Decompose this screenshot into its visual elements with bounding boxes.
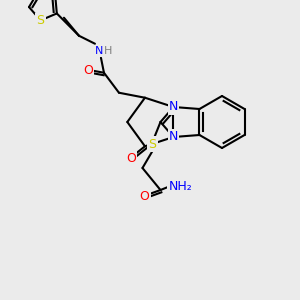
Text: N: N (169, 100, 178, 113)
Text: N: N (169, 130, 178, 143)
Text: H: H (104, 46, 112, 56)
Text: O: O (140, 190, 149, 202)
Text: O: O (126, 152, 136, 165)
Text: S: S (148, 137, 157, 151)
Text: NH₂: NH₂ (169, 179, 192, 193)
Text: O: O (83, 64, 93, 77)
Text: N: N (95, 46, 103, 56)
Text: S: S (37, 14, 45, 27)
